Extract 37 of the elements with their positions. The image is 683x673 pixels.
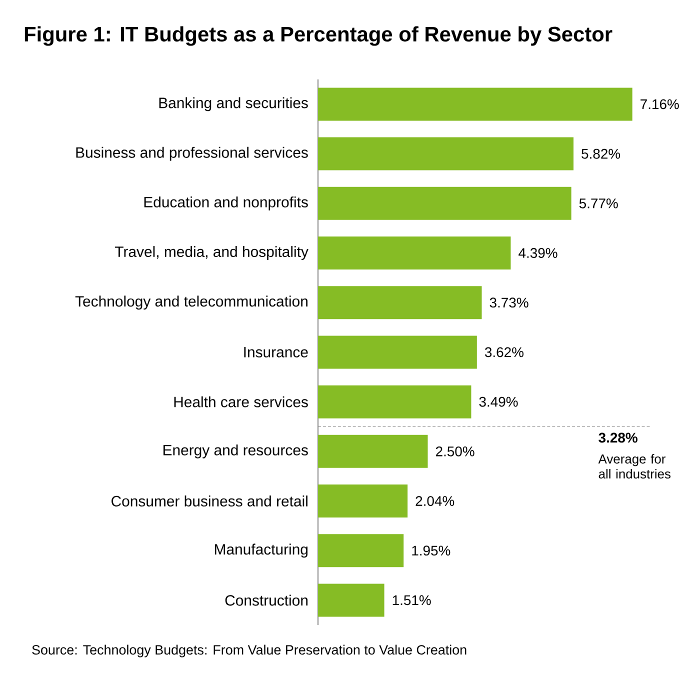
y-tick-label: Construction bbox=[225, 594, 308, 606]
y-tick-label: Business and professional services bbox=[76, 146, 308, 161]
bar bbox=[318, 434, 428, 468]
bar bbox=[318, 484, 408, 518]
bar bbox=[318, 336, 477, 369]
data-label: 3.73% bbox=[490, 298, 528, 308]
data-label: 5.77% bbox=[579, 198, 618, 208]
source-note: Source: Technology Budgets: From Value Preservation to Value Creation bbox=[32, 644, 466, 658]
bar bbox=[318, 286, 482, 320]
y-tick-label: Insurance bbox=[244, 347, 308, 358]
data-label: 1.51% bbox=[392, 595, 431, 606]
bar bbox=[318, 534, 404, 568]
data-label: 1.95% bbox=[412, 546, 450, 556]
data-label: 3.62% bbox=[484, 347, 524, 358]
bar bbox=[318, 236, 511, 270]
chart-title: Figure 1: IT Budgets as a Percentage of Revenue by Sector bbox=[24, 26, 612, 46]
bar bbox=[318, 584, 384, 617]
bar bbox=[318, 186, 572, 220]
annotation: Average for all industries bbox=[598, 454, 671, 479]
y-tick-label: Technology and telecommunication bbox=[75, 296, 308, 310]
y-tick-label: Manufacturing bbox=[215, 544, 308, 558]
bar bbox=[318, 385, 472, 418]
y-tick-label: Consumer business and retail bbox=[112, 496, 308, 506]
data-label: 2.50% bbox=[436, 446, 474, 456]
bar bbox=[318, 88, 632, 121]
y-tick-label: Energy and resources bbox=[164, 444, 308, 458]
data-label: 7.16% bbox=[640, 99, 679, 110]
data-label: 5.82% bbox=[582, 148, 620, 159]
y-tick-label: Health care services bbox=[174, 396, 308, 408]
bar bbox=[318, 137, 574, 170]
y-tick-label: Banking and securities bbox=[159, 97, 308, 112]
annotation: 3.28% bbox=[598, 432, 638, 443]
data-label: 2.04% bbox=[416, 496, 454, 506]
data-label: 4.39% bbox=[518, 248, 558, 258]
data-label: 3.49% bbox=[479, 396, 518, 407]
y-tick-label: Education and nonprofits bbox=[144, 196, 308, 210]
y-tick-label: Travel, media, and hospitality bbox=[114, 246, 308, 260]
